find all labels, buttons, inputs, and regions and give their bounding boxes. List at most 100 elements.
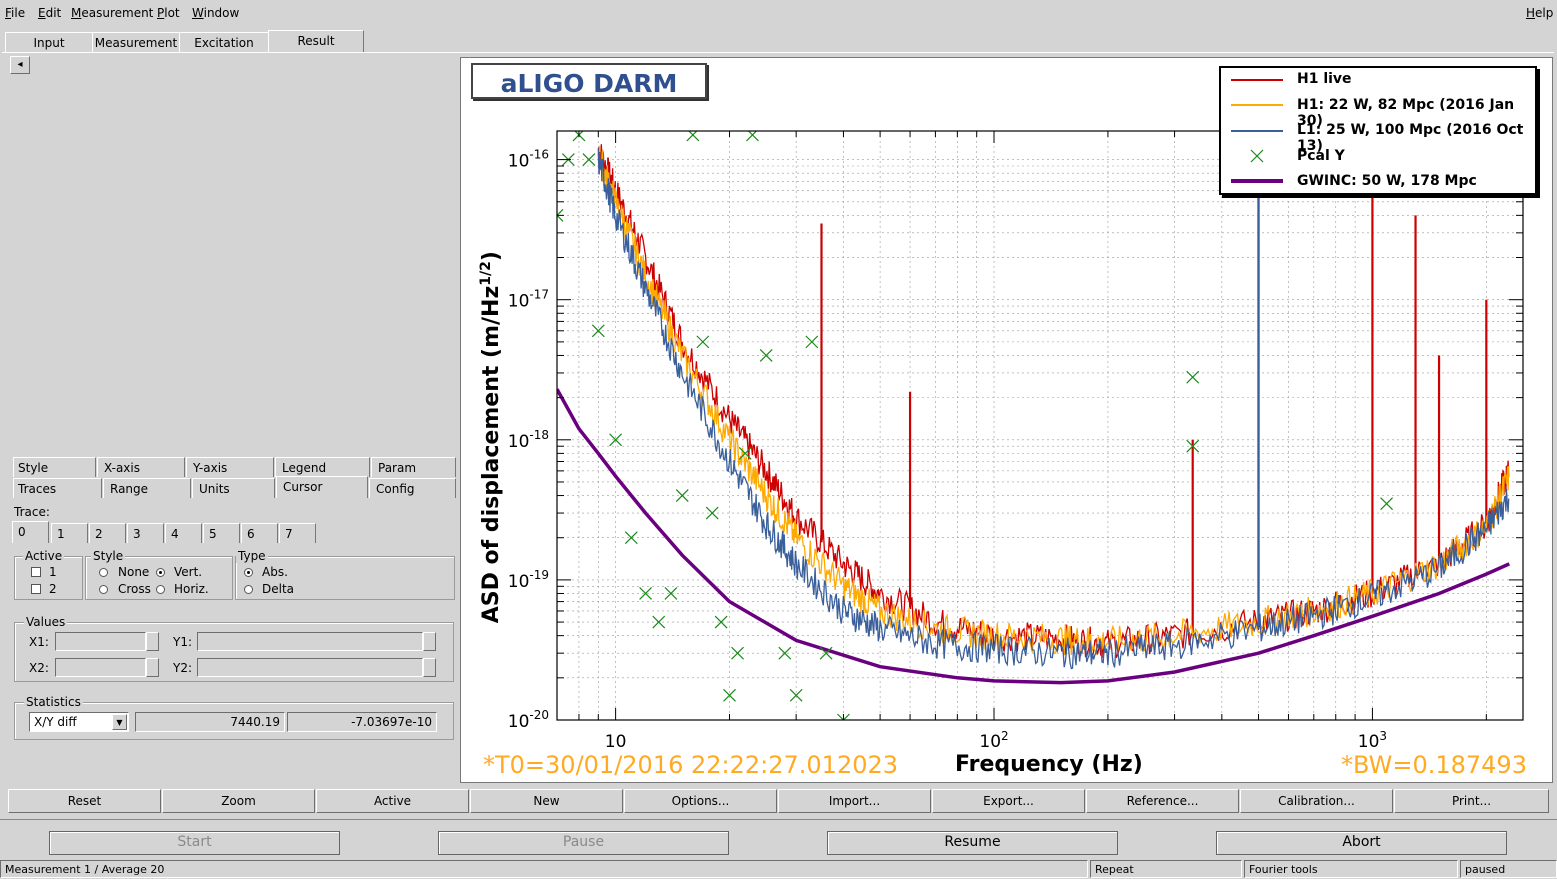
type-delta-label: Delta	[262, 582, 295, 596]
type-abs-radio[interactable]	[244, 568, 253, 577]
tab-excitation[interactable]: Excitation	[179, 32, 269, 53]
trace-tab-4[interactable]: 4	[165, 523, 202, 543]
pcal-marker	[591, 324, 605, 338]
new-button[interactable]: New	[470, 789, 623, 813]
export-button[interactable]: Export...	[932, 789, 1085, 813]
series-h1-reference	[597, 145, 1510, 657]
pcal-marker	[789, 688, 803, 702]
chevron-down-icon[interactable]: ▼	[112, 714, 127, 730]
style-horiz-label: Horiz.	[174, 582, 209, 596]
y2-field[interactable]	[197, 658, 423, 677]
pcal-marker	[686, 131, 700, 142]
abort-button[interactable]: Abort	[1216, 831, 1507, 855]
trace-tab-1[interactable]: 1	[51, 523, 88, 543]
calibration-button[interactable]: Calibration...	[1240, 789, 1393, 813]
tab-x-axis[interactable]: X-axis	[97, 457, 185, 477]
panel-collapse-button[interactable]: ◂	[10, 56, 30, 74]
menu-help[interactable]: Help	[1526, 6, 1554, 20]
y1-field[interactable]	[197, 632, 423, 651]
tab-y-axis[interactable]: Y-axis	[186, 457, 274, 477]
style-none-radio[interactable]	[99, 568, 108, 577]
y-tick-label: 10-18	[508, 428, 549, 452]
pcal-marker	[1186, 439, 1200, 453]
legend-label-l1-ref: L1: 25 W, 100 Mpc (2016 Oct 13)	[1297, 122, 1524, 154]
plot-title-box: aLIGO DARM	[471, 63, 707, 99]
tab-param[interactable]: Param	[371, 457, 456, 477]
tab-result[interactable]: Result	[268, 30, 364, 53]
start-button[interactable]: Start	[49, 831, 340, 855]
active-button[interactable]: Active	[316, 789, 469, 813]
tab-divider	[2, 52, 1554, 53]
options-button[interactable]: Options...	[624, 789, 777, 813]
x1-spinner[interactable]	[146, 632, 159, 651]
statistics-group: Statistics X/Y diff ▼ 7440.19 -7.03697e-…	[14, 695, 454, 740]
statistics-select[interactable]: X/Y diff ▼	[29, 712, 129, 732]
tab-units[interactable]: Units	[192, 478, 275, 498]
tab-config[interactable]: Config	[369, 478, 456, 498]
trace-tab-0[interactable]: 0	[12, 521, 49, 543]
tab-input[interactable]: Input	[5, 32, 93, 53]
trace-tab-3[interactable]: 3	[127, 523, 164, 543]
tab-cursor[interactable]: Cursor	[276, 476, 368, 498]
legend-label-pcal: Pcal Y	[1297, 148, 1345, 164]
style-cross-radio[interactable]	[99, 585, 108, 594]
toolbar-divider	[0, 819, 1557, 820]
legend-swatches	[1231, 79, 1283, 183]
legend-label-h1-live: H1 live	[1297, 71, 1352, 87]
tab-range[interactable]: Range	[103, 478, 191, 498]
trace-tab-6[interactable]: 6	[241, 523, 278, 543]
print-button[interactable]: Print...	[1394, 789, 1549, 813]
menu-bar: File Edit Measurement Plot Window Help	[0, 0, 1557, 26]
tab-traces[interactable]: Traces	[13, 478, 102, 498]
type-abs-label: Abs.	[262, 565, 288, 579]
pcal-marker	[759, 349, 773, 362]
series-l1-reference	[597, 148, 1510, 670]
legend-label-h1-ref: H1: 22 W, 82 Mpc (2016 Jan 30)	[1297, 97, 1515, 129]
style-group: Style None Vert. Cross Horiz.	[85, 549, 233, 600]
menu-edit[interactable]: Edit	[38, 6, 62, 20]
style-vert-radio[interactable]	[156, 568, 165, 577]
series-gwinc	[557, 388, 1511, 685]
pcal-marker	[609, 433, 623, 447]
menu-file[interactable]: File	[5, 6, 26, 20]
x1-field[interactable]	[55, 632, 146, 651]
pause-button[interactable]: Pause	[438, 831, 729, 855]
trace-tab-7[interactable]: 7	[279, 523, 316, 543]
tab-measurement[interactable]: Measurement	[92, 32, 180, 53]
grid	[556, 131, 1523, 721]
y-axis-label-main: ASD of displacement (m/Hz	[479, 285, 505, 624]
reference-button[interactable]: Reference...	[1086, 789, 1239, 813]
y-axis-label-exponent: 1/2	[477, 261, 494, 286]
menu-window[interactable]: Window	[192, 6, 240, 20]
option-tabs: Style X-axis Y-axis Legend Param Traces …	[10, 457, 458, 498]
trace-tab-2[interactable]: 2	[89, 523, 126, 543]
x2-field[interactable]	[55, 658, 146, 677]
plot-canvas[interactable]: 10 102 103 10-16 10-17 10-18 10-19 10-20 aLIGO …	[460, 57, 1553, 783]
bw-annotation: *BW=0.187493	[1341, 751, 1527, 779]
pcal-marker	[714, 615, 728, 629]
x1-label: X1:	[29, 635, 49, 649]
y1-label: Y1:	[173, 635, 193, 649]
reset-button[interactable]: Reset	[8, 789, 161, 813]
active-1-checkbox[interactable]	[31, 567, 41, 577]
tab-legend[interactable]: Legend	[275, 457, 370, 477]
tab-style[interactable]: Style	[13, 457, 96, 477]
resume-button[interactable]: Resume	[827, 831, 1118, 855]
menu-plot[interactable]: Plot	[157, 6, 180, 20]
pcal-marker	[652, 615, 666, 629]
y2-spinner[interactable]	[423, 658, 436, 677]
style-horiz-radio[interactable]	[156, 585, 165, 594]
trace-tab-5[interactable]: 5	[203, 523, 240, 543]
y1-spinner[interactable]	[423, 632, 436, 651]
import-button[interactable]: Import...	[778, 789, 931, 813]
values-group-label: Values	[24, 615, 68, 629]
active-2-checkbox[interactable]	[31, 584, 41, 594]
zoom-button[interactable]: Zoom	[162, 789, 315, 813]
pcal-marker	[1186, 370, 1200, 384]
type-delta-radio[interactable]	[244, 585, 253, 594]
left-arrow-icon: ◂	[17, 59, 23, 70]
menu-measurement[interactable]: Measurement	[71, 6, 154, 20]
y-tick-label: 10-20	[508, 708, 549, 732]
statistics-value-1: 7440.19	[135, 712, 285, 732]
x2-spinner[interactable]	[146, 658, 159, 677]
